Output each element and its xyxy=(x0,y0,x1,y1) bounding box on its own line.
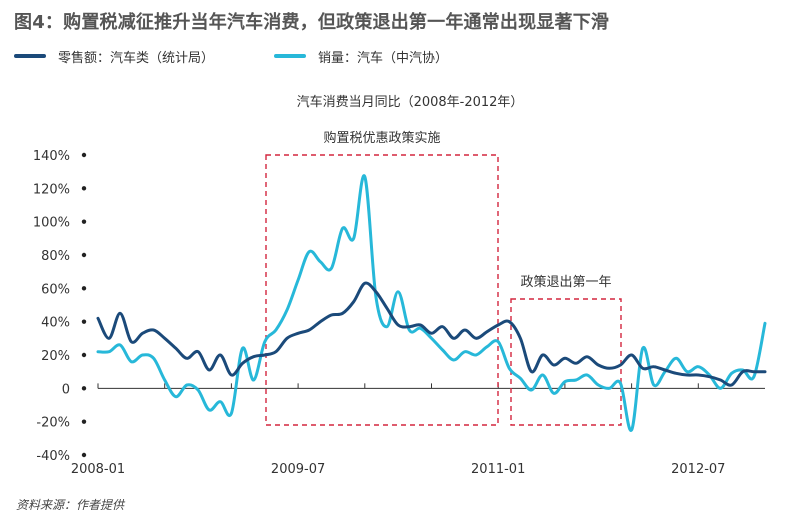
y-tick-label: -40% xyxy=(36,449,70,464)
y-tick-label: 60% xyxy=(41,282,70,297)
y-tick-label: 140% xyxy=(33,149,70,164)
y-tick-label: 20% xyxy=(41,349,70,364)
annotation-box xyxy=(510,298,622,426)
y-axis: 140% 120% 100% 80% 60% 40% 20% 0 -20% -40% xyxy=(33,149,87,464)
y-tick-label: 80% xyxy=(41,249,70,264)
x-tick-label: 2008-01 xyxy=(71,462,125,477)
y-tick-dot xyxy=(81,219,87,224)
x-tick-label: 2009-07 xyxy=(271,462,325,477)
annotation-label: 购置税优惠政策实施 xyxy=(323,130,440,146)
y-tick-label: 100% xyxy=(33,216,70,231)
y-tick-dot xyxy=(81,152,87,158)
y-tick-label: -20% xyxy=(36,416,70,431)
annotation-label: 政策退出第一年 xyxy=(520,274,611,290)
y-tick-dot xyxy=(81,252,87,258)
legend: 零售额：汽车类（统计局） 销量：汽车（中汽协） xyxy=(14,46,508,66)
x-tick-label: 2011-01 xyxy=(471,462,525,477)
series-line-retail xyxy=(96,281,767,387)
legend-label-sales: 销量：汽车（中汽协） xyxy=(318,50,449,66)
y-tick-dot xyxy=(81,319,87,324)
y-tick-dot xyxy=(81,452,87,458)
legend-item-sales: 销量：汽车（中汽协） xyxy=(274,47,448,66)
y-tick-label: 40% xyxy=(41,316,70,331)
figure-title: 图4：购置税减征推升当年汽车消费，但政策退出第一年通常出现显著下滑 xyxy=(14,12,610,33)
legend-label-retail: 零售额：汽车类（统计局） xyxy=(58,50,215,66)
y-tick-dot xyxy=(81,286,87,291)
series-lines xyxy=(96,174,767,432)
y-tick-dot xyxy=(81,386,87,391)
legend-swatch-retail xyxy=(14,54,46,58)
y-tick-label: 120% xyxy=(33,182,70,197)
annotation-box xyxy=(265,154,499,426)
y-tick-dot xyxy=(81,186,87,191)
series-line-sales xyxy=(96,174,767,432)
legend-swatch-sales xyxy=(274,54,307,58)
y-tick-dot xyxy=(81,419,87,424)
legend-item-retail: 零售额：汽车类（统计局） xyxy=(14,47,214,66)
source-note: 资料来源：作者提供 xyxy=(16,498,125,512)
x-tick-label: 2012-07 xyxy=(671,462,725,477)
chart-title: 汽车消费当月同比（2008年-2012年） xyxy=(297,94,524,110)
x-axis: 2008-01 2009-07 2011-01 2012-07 xyxy=(71,383,765,477)
y-tick-label: 0 xyxy=(62,382,70,397)
y-tick-dot xyxy=(81,352,87,358)
